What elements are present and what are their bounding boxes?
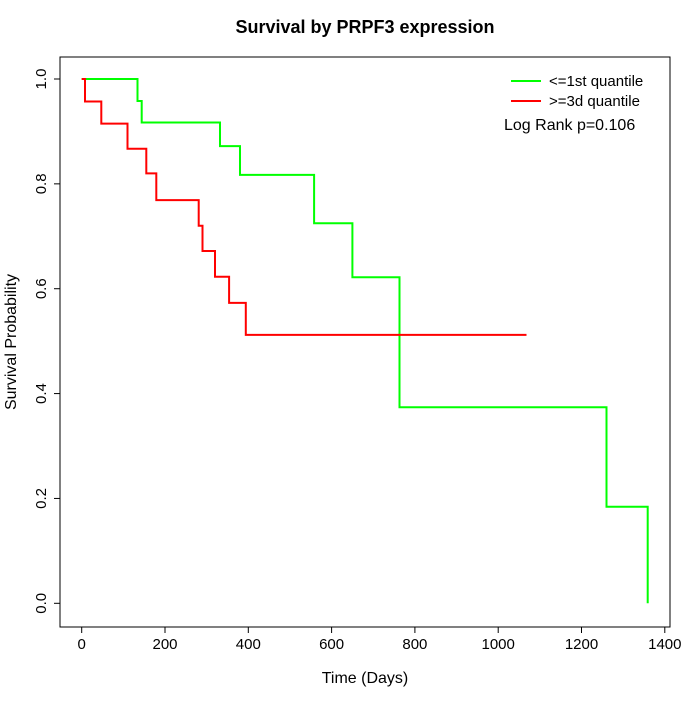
y-axis-tick-label: 0.0 xyxy=(33,593,50,614)
y-axis-tick-label: 0.6 xyxy=(33,278,50,299)
km-curve-1st-quantile xyxy=(81,78,649,604)
log-rank-annotation: Log Rank p=0.106 xyxy=(504,117,635,134)
plot-box xyxy=(59,56,671,628)
legend-label-1st-quantile: <=1st quantile xyxy=(549,73,643,90)
y-axis-title: Survival Probability xyxy=(3,274,20,410)
x-axis-title: Time (Days) xyxy=(322,670,409,687)
axes: 0 200 400 600 800 1000 1200 1400 0.0 0.2 0.4 0.6 0.8… xyxy=(33,69,681,653)
x-axis-tick-label: 400 xyxy=(236,636,261,653)
legend-label-3d-quantile: >=3d quantile xyxy=(549,93,640,110)
km-curve-3d-quantile xyxy=(81,78,527,336)
y-axis-tick-label: 0.2 xyxy=(33,488,50,509)
curves xyxy=(81,78,649,604)
legend: <=1st quantile >=3d quantile Log Rank p=… xyxy=(504,73,643,134)
y-axis-tick-label: 0.8 xyxy=(33,173,50,194)
x-axis-tick-label: 0 xyxy=(78,636,86,653)
y-axis-tick-label: 0.4 xyxy=(33,383,50,404)
chart-title: Survival by PRPF3 expression xyxy=(235,17,494,37)
x-axis-tick-label: 200 xyxy=(152,636,177,653)
x-axis-tick-label: 1000 xyxy=(482,636,515,653)
x-axis-tick-label: 800 xyxy=(402,636,427,653)
x-axis-tick-label: 1400 xyxy=(648,636,681,653)
x-axis-tick-label: 1200 xyxy=(565,636,598,653)
x-axis-tick-label: 600 xyxy=(319,636,344,653)
y-axis-tick-label: 1.0 xyxy=(33,69,50,90)
